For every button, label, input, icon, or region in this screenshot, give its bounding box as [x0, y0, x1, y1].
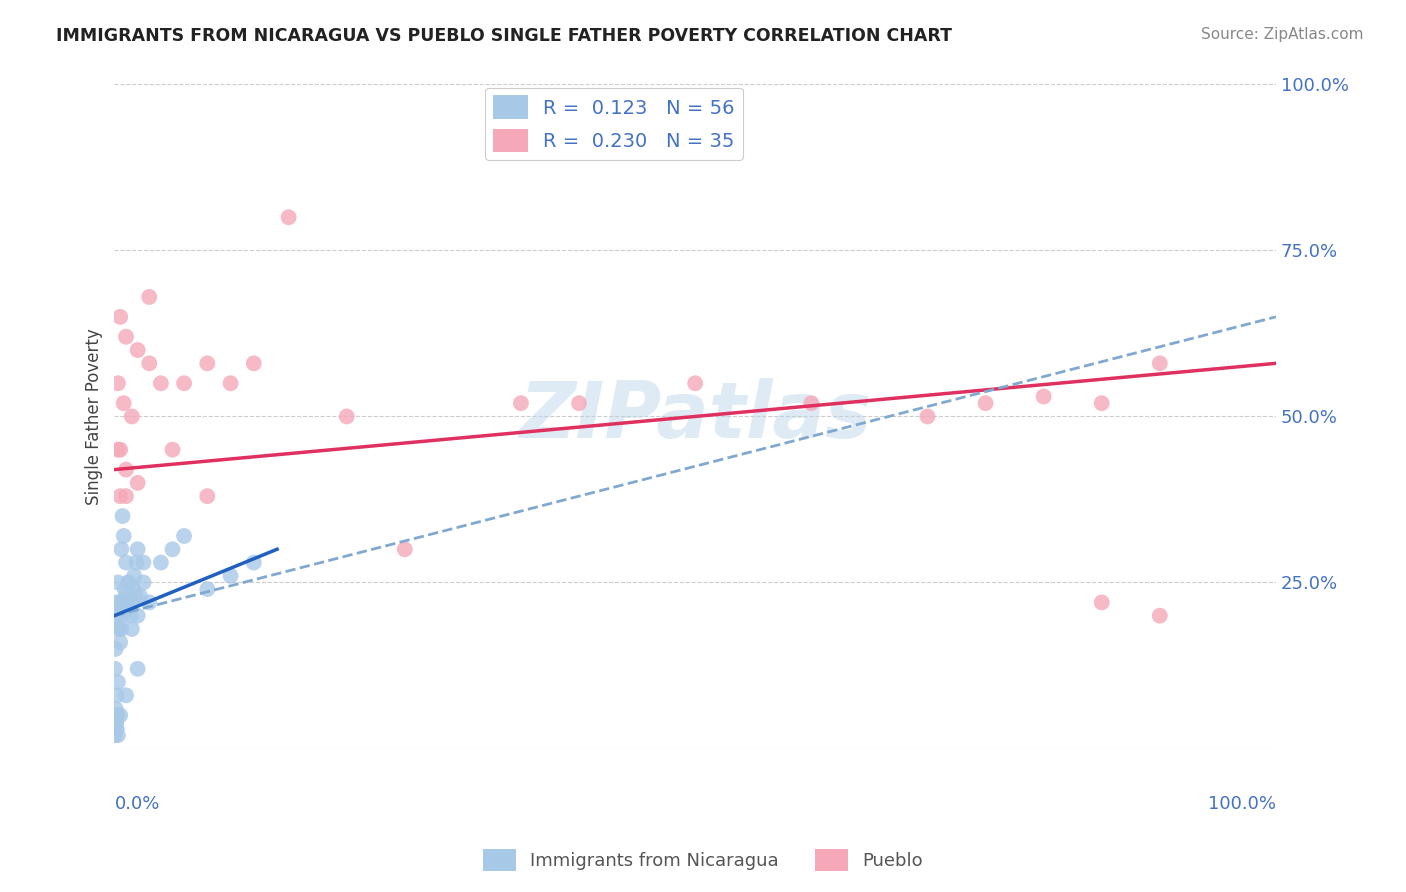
- Point: [974, 396, 997, 410]
- Point: [138, 290, 160, 304]
- Point: [122, 582, 145, 596]
- Point: [105, 722, 128, 736]
- Point: [132, 575, 155, 590]
- Legend: Immigrants from Nicaragua, Pueblo: Immigrants from Nicaragua, Pueblo: [477, 842, 929, 879]
- Text: IMMIGRANTS FROM NICARAGUA VS PUEBLO SINGLE FATHER POVERTY CORRELATION CHART: IMMIGRANTS FROM NICARAGUA VS PUEBLO SING…: [56, 27, 952, 45]
- Point: [118, 595, 141, 609]
- Point: [195, 489, 218, 503]
- Point: [173, 376, 195, 391]
- Point: [1091, 595, 1114, 609]
- Point: [127, 343, 149, 357]
- Point: [104, 708, 127, 723]
- Legend: R =  0.123   N = 56, R =  0.230   N = 35: R = 0.123 N = 56, R = 0.230 N = 35: [485, 87, 742, 161]
- Point: [107, 376, 129, 391]
- Point: [105, 708, 128, 723]
- Point: [510, 396, 533, 410]
- Point: [108, 622, 131, 636]
- Point: [107, 675, 129, 690]
- Point: [121, 595, 143, 609]
- Point: [124, 589, 146, 603]
- Point: [195, 582, 218, 596]
- Text: Source: ZipAtlas.com: Source: ZipAtlas.com: [1201, 27, 1364, 42]
- Point: [115, 556, 138, 570]
- Point: [127, 608, 149, 623]
- Point: [568, 396, 591, 410]
- Point: [105, 595, 128, 609]
- Point: [115, 602, 138, 616]
- Point: [104, 728, 127, 742]
- Point: [110, 442, 132, 457]
- Text: 0.0%: 0.0%: [114, 795, 160, 813]
- Point: [115, 462, 138, 476]
- Point: [110, 622, 132, 636]
- Point: [108, 622, 131, 636]
- Point: [117, 575, 139, 590]
- Point: [112, 595, 135, 609]
- Point: [138, 356, 160, 370]
- Point: [107, 575, 129, 590]
- Point: [195, 356, 218, 370]
- Point: [104, 701, 127, 715]
- Point: [105, 608, 128, 623]
- Point: [173, 529, 195, 543]
- Point: [394, 542, 416, 557]
- Point: [110, 595, 132, 609]
- Point: [132, 556, 155, 570]
- Point: [110, 542, 132, 557]
- Point: [149, 556, 172, 570]
- Point: [110, 310, 132, 324]
- Point: [115, 689, 138, 703]
- Text: ZIPatlas: ZIPatlas: [519, 378, 872, 454]
- Point: [104, 641, 127, 656]
- Point: [120, 608, 142, 623]
- Point: [115, 489, 138, 503]
- Point: [110, 635, 132, 649]
- Point: [1149, 608, 1171, 623]
- Point: [127, 475, 149, 490]
- Point: [243, 356, 266, 370]
- Point: [121, 622, 143, 636]
- Point: [683, 376, 706, 391]
- Point: [121, 409, 143, 424]
- Point: [127, 542, 149, 557]
- Point: [1091, 396, 1114, 410]
- Point: [107, 608, 129, 623]
- Point: [127, 662, 149, 676]
- Point: [115, 330, 138, 344]
- Point: [125, 556, 148, 570]
- Point: [110, 708, 132, 723]
- Point: [104, 662, 127, 676]
- Point: [917, 409, 939, 424]
- Point: [138, 595, 160, 609]
- Point: [162, 442, 184, 457]
- Point: [219, 569, 242, 583]
- Point: [105, 714, 128, 729]
- Point: [162, 542, 184, 557]
- Point: [112, 529, 135, 543]
- Point: [800, 396, 823, 410]
- Point: [107, 728, 129, 742]
- Point: [107, 442, 129, 457]
- Point: [219, 376, 242, 391]
- Point: [114, 582, 136, 596]
- Point: [129, 589, 152, 603]
- Point: [104, 722, 127, 736]
- Point: [105, 714, 128, 729]
- Text: 100.0%: 100.0%: [1208, 795, 1277, 813]
- Point: [1032, 390, 1054, 404]
- Point: [111, 608, 134, 623]
- Point: [336, 409, 359, 424]
- Point: [117, 575, 139, 590]
- Point: [112, 396, 135, 410]
- Point: [243, 556, 266, 570]
- Point: [111, 509, 134, 524]
- Y-axis label: Single Father Poverty: Single Father Poverty: [86, 328, 103, 505]
- Point: [277, 211, 299, 225]
- Point: [149, 376, 172, 391]
- Point: [115, 589, 138, 603]
- Point: [1149, 356, 1171, 370]
- Point: [110, 489, 132, 503]
- Point: [105, 689, 128, 703]
- Point: [122, 569, 145, 583]
